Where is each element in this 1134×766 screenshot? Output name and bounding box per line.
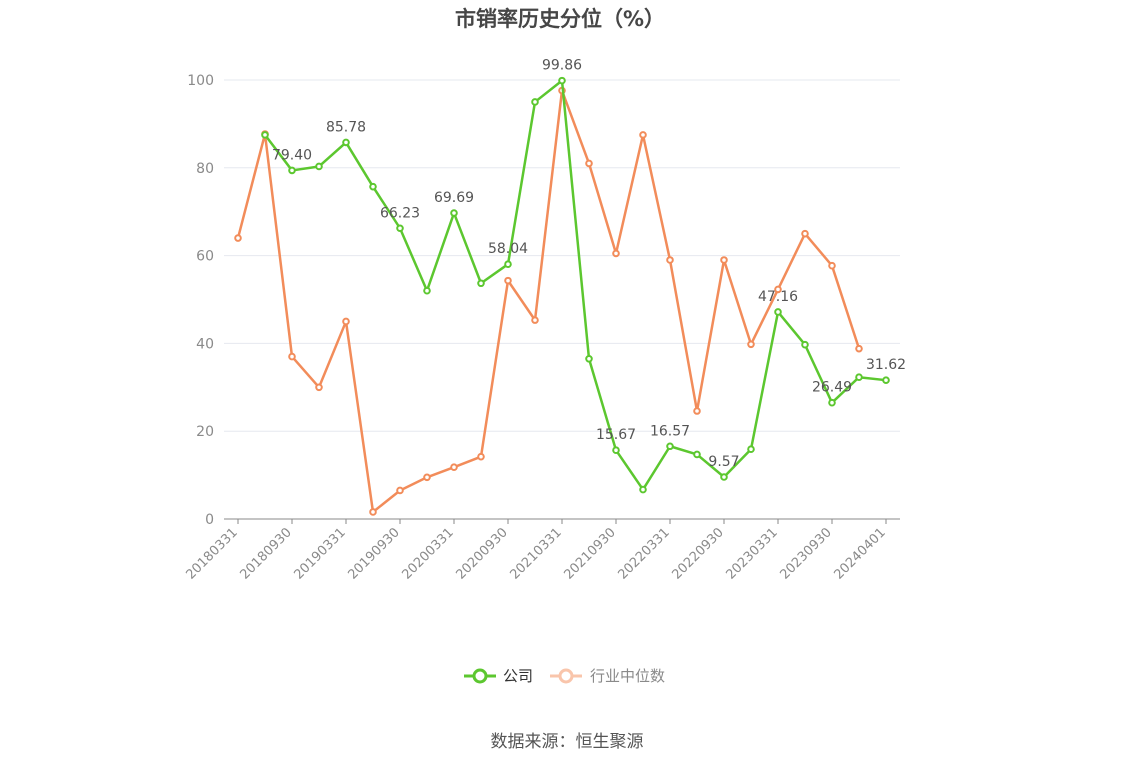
x-tick-label: 20200930 — [453, 525, 510, 582]
x-tick-label: 20230331 — [723, 525, 780, 582]
data-point-industry[interactable] — [828, 261, 836, 270]
legend-item-company[interactable]: 公司 — [464, 667, 533, 685]
data-point-company[interactable] — [639, 485, 647, 494]
x-tick-label: 20230930 — [777, 525, 834, 582]
y-tick-label: 100 — [187, 73, 214, 89]
data-point-company[interactable] — [774, 308, 782, 316]
data-point-industry[interactable] — [288, 352, 296, 361]
data-point-company[interactable] — [477, 279, 485, 288]
x-tick-label: 20220930 — [669, 525, 726, 582]
data-point-company[interactable] — [369, 182, 377, 191]
data-point-industry[interactable] — [639, 131, 647, 139]
legend-item-industry[interactable]: 行业中位数 — [550, 667, 665, 685]
x-tick-label: 20210930 — [561, 525, 618, 582]
data-point-industry[interactable] — [666, 256, 674, 264]
x-tick-label: 20190331 — [291, 525, 348, 582]
data-point-industry[interactable] — [585, 159, 593, 168]
data-label: 31.62 — [866, 357, 906, 373]
y-tick-label: 60 — [196, 249, 214, 265]
data-point-industry[interactable] — [720, 256, 728, 264]
data-point-industry[interactable] — [369, 508, 377, 516]
data-label: 9.57 — [708, 454, 739, 470]
data-label: 79.40 — [272, 147, 312, 163]
data-point-industry[interactable] — [855, 344, 863, 353]
data-point-company[interactable] — [396, 224, 404, 233]
data-label: 15.67 — [596, 427, 636, 443]
data-label: 47.16 — [758, 289, 798, 305]
data-point-company[interactable] — [882, 376, 890, 384]
data-label: 69.69 — [434, 190, 474, 206]
data-point-industry[interactable] — [801, 229, 809, 238]
series-layer — [234, 76, 890, 516]
data-point-company[interactable] — [504, 260, 512, 269]
legend-industry-marker — [558, 668, 574, 684]
data-point-company[interactable] — [585, 354, 593, 363]
data-point-company[interactable] — [720, 473, 728, 481]
data-point-company[interactable] — [558, 76, 566, 85]
data-label: 16.57 — [650, 423, 690, 439]
data-point-company[interactable] — [288, 166, 296, 175]
data-label: 58.04 — [488, 241, 528, 257]
data-point-industry[interactable] — [477, 452, 485, 461]
data-point-company[interactable] — [450, 209, 458, 217]
data-point-industry[interactable] — [693, 407, 701, 415]
data-point-industry[interactable] — [342, 317, 350, 326]
data-point-company[interactable] — [342, 138, 350, 147]
data-point-company[interactable] — [612, 446, 620, 455]
chart-title: 市销率历史分位（%） — [455, 7, 665, 31]
data-label: 99.86 — [542, 58, 582, 74]
data-label: 66.23 — [380, 205, 420, 221]
data-point-company[interactable] — [801, 340, 809, 349]
x-tick-label: 20190930 — [345, 525, 402, 582]
data-point-company[interactable] — [855, 373, 863, 382]
series-line-industry — [236, 89, 861, 514]
data-point-industry[interactable] — [315, 383, 323, 392]
data-point-industry[interactable] — [504, 276, 512, 285]
y-tick-label: 0 — [205, 512, 214, 528]
x-tick-label: 20180331 — [183, 525, 240, 582]
data-point-company[interactable] — [747, 445, 755, 453]
data-point-industry[interactable] — [423, 473, 431, 482]
legend-industry-label: 行业中位数 — [590, 667, 665, 685]
data-point-industry[interactable] — [531, 316, 539, 324]
data-point-industry[interactable] — [747, 340, 755, 349]
data-point-industry[interactable] — [450, 463, 458, 471]
legend-company-label: 公司 — [503, 667, 533, 685]
x-tick-label: 20210331 — [507, 525, 564, 582]
data-point-company[interactable] — [666, 442, 674, 451]
data-labels: 79.40 85.78 66.23 69.69 58.04 99.86 15.67 16.57… — [272, 58, 906, 470]
y-tick-label: 20 — [196, 424, 214, 440]
data-point-industry[interactable] — [234, 234, 242, 242]
data-point-company[interactable] — [261, 131, 269, 139]
y-tick-label: 80 — [196, 161, 214, 177]
data-point-company[interactable] — [423, 286, 431, 295]
legend-company-marker — [472, 668, 488, 684]
data-point-company[interactable] — [828, 398, 836, 407]
series-line-company — [264, 79, 887, 491]
data-point-industry[interactable] — [396, 486, 404, 495]
legend[interactable]: 公司 行业中位数 — [464, 667, 665, 685]
data-point-industry[interactable] — [774, 285, 782, 294]
x-tick-label: 20240401 — [831, 525, 888, 582]
y-tick-label: 40 — [196, 336, 214, 352]
data-point-company[interactable] — [531, 98, 539, 106]
data-label: 85.78 — [326, 119, 366, 135]
data-label: 26.49 — [812, 380, 852, 396]
x-tick-label: 20180930 — [237, 525, 294, 582]
x-tick-label: 20220331 — [615, 525, 672, 582]
data-point-company[interactable] — [315, 162, 323, 171]
data-point-industry[interactable] — [612, 249, 620, 258]
data-point-company[interactable] — [693, 450, 701, 459]
data-source-note: 数据来源：恒生聚源 — [491, 732, 644, 752]
x-tick-label: 20200331 — [399, 525, 456, 582]
